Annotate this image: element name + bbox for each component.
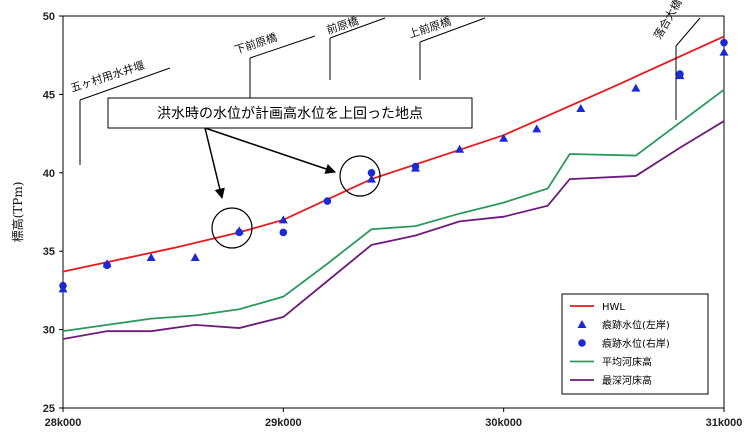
data-point-circle: [235, 228, 244, 237]
y-axis-label: 標高(TPm): [10, 182, 25, 243]
y-tick-label: 35: [43, 246, 55, 258]
y-tick-label: 25: [43, 403, 55, 415]
data-point-triangle: [190, 252, 200, 261]
callout-box: [107, 97, 473, 129]
series-line: [62, 120, 725, 340]
series: [58, 35, 729, 340]
legend-swatch: [578, 339, 586, 347]
x-tick-label: 28k000: [45, 417, 82, 429]
data-point-triangle: [631, 83, 641, 92]
legend-label: 痕跡水位(右岸): [602, 337, 670, 350]
callout-text: 洪水時の水位が計画高水位を上回った地点: [157, 105, 423, 122]
x-tick-label: 29k000: [265, 417, 302, 429]
legend-label: 平均河床高: [602, 356, 652, 369]
highlight-circle: [339, 155, 381, 197]
data-point-triangle: [719, 47, 729, 56]
data-point-triangle: [499, 133, 509, 142]
data-point-circle: [367, 169, 376, 177]
data-point-circle: [676, 70, 684, 78]
legend-label: HWL: [602, 302, 625, 313]
callout-arrow: [204, 127, 336, 174]
data-point-triangle: [366, 174, 376, 183]
data-point-circle: [103, 261, 111, 270]
data-point-circle: [59, 281, 67, 290]
y-tick-label: 45: [43, 89, 55, 101]
y-tick-label: 40: [43, 168, 55, 180]
legend-swatch: [577, 320, 587, 328]
data-point-triangle: [532, 124, 542, 133]
callout-arrow: [204, 127, 225, 200]
data-point-triangle: [278, 215, 288, 224]
bridge-leader-line: [419, 17, 486, 43]
y-tick-label: 30: [43, 325, 55, 337]
data-point-circle: [279, 228, 288, 237]
x-tick-label: 31k000: [706, 417, 743, 429]
legend-box: [561, 293, 709, 395]
data-point-circle: [323, 197, 332, 205]
legend-label: 最深河床高: [602, 374, 652, 387]
data-point-triangle: [576, 104, 586, 113]
data-point-circle: [720, 38, 728, 47]
y-tick-label: 50: [43, 11, 55, 23]
bridge-leader-line: [249, 35, 316, 59]
bridge-leader-line: [79, 67, 171, 101]
series-line: [62, 88, 725, 333]
data-point-triangle: [146, 252, 156, 261]
bridge-leader-line: [675, 17, 701, 47]
bridge-leader-line: [329, 17, 386, 39]
x-tick-label: 30k000: [485, 417, 522, 429]
data-point-triangle: [455, 144, 465, 153]
highlight-circle: [211, 207, 253, 249]
legend-label: 痕跡水位(左岸): [602, 319, 670, 332]
data-point-circle: [411, 162, 420, 171]
